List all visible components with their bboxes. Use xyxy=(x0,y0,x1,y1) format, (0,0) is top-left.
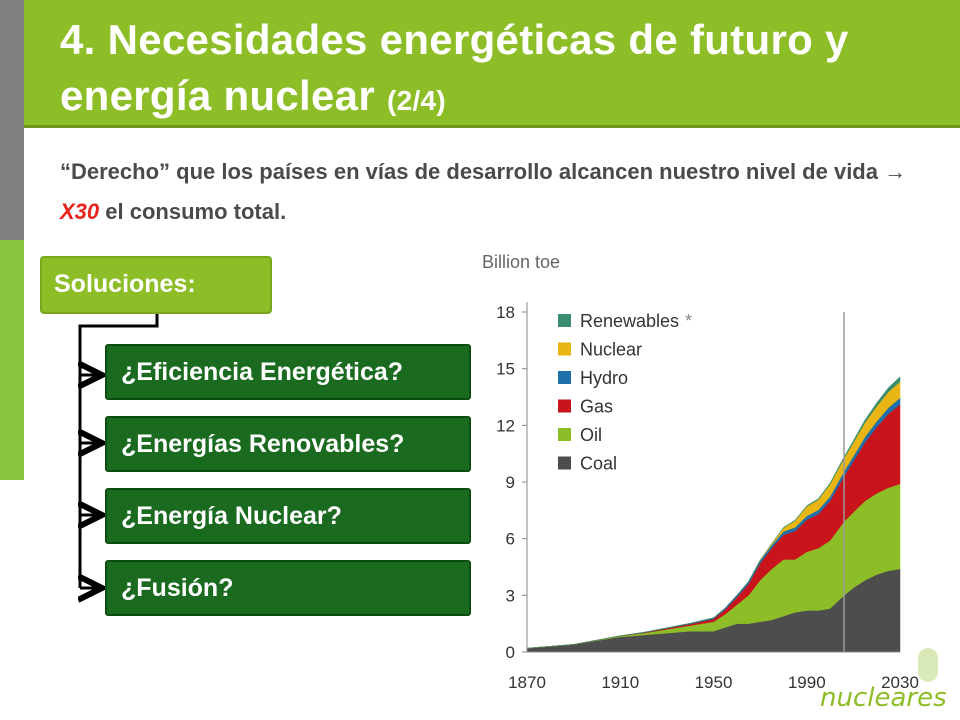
logo-mark xyxy=(918,648,938,682)
solution-nuclear: ¿Energía Nuclear? xyxy=(105,488,471,544)
y-tick-label: 12 xyxy=(496,416,515,435)
energy-demand-chart: Billion toe 0 3 6 9 12 15 18 1870 1910 1950 1990 203… xyxy=(482,252,919,692)
solutions-label-box: Soluciones: xyxy=(40,256,272,314)
legend-label-hydro: Hydro xyxy=(580,368,628,388)
solution-efficiency: ¿Eficiencia Energética? xyxy=(105,344,471,400)
legend-swatch-coal xyxy=(558,456,571,470)
legend-label-renewables: Renewables xyxy=(580,311,679,331)
subtitle-text: “Derecho” que los países en vías de desa… xyxy=(60,159,878,184)
y-tick-label: 18 xyxy=(496,303,515,322)
slide-title: 4. Necesidades energéticas de futuro y e… xyxy=(60,12,950,129)
logo: nucleares xyxy=(820,683,947,713)
area-renewables xyxy=(526,376,901,649)
legend-swatch-renewables xyxy=(558,314,571,327)
y-tick-label: 15 xyxy=(496,360,515,379)
legend-swatch-gas xyxy=(558,399,571,413)
subtitle-highlight: X30 xyxy=(60,199,100,224)
slide-subtitle: “Derecho” que los países en vías de desa… xyxy=(60,152,940,232)
subtitle-text-end: el consumo total. xyxy=(105,199,287,224)
x-tick-label: 1990 xyxy=(788,673,826,692)
sidebar-accent-gray xyxy=(0,0,24,240)
legend-label-coal: Coal xyxy=(580,454,617,474)
legend-footnote: * xyxy=(685,311,692,331)
solutions-label: Soluciones: xyxy=(54,270,196,298)
arrow-icon: → xyxy=(884,159,907,184)
sidebar-accent-green xyxy=(0,240,24,480)
x-tick-label: 1950 xyxy=(695,673,733,692)
legend-swatch-nuclear xyxy=(558,342,571,356)
title-banner: 4. Necesidades energéticas de futuro y e… xyxy=(24,0,960,128)
legend-swatch-hydro xyxy=(558,371,571,384)
x-tick-label: 2030 xyxy=(881,673,919,692)
title-page-indicator: (2/4) xyxy=(386,85,447,116)
legend-swatch-oil xyxy=(558,428,571,441)
y-tick-label: 3 xyxy=(506,586,515,605)
legend-label-nuclear: Nuclear xyxy=(580,340,642,360)
x-tick-label: 1870 xyxy=(508,673,546,692)
y-tick-label: 9 xyxy=(506,473,515,492)
legend-label-gas: Gas xyxy=(580,397,613,417)
y-tick-label: 0 xyxy=(506,643,515,662)
y-tick-label: 6 xyxy=(506,530,515,549)
title-main: 4. Necesidades energéticas de futuro y e… xyxy=(60,16,849,119)
chart-title: Billion toe xyxy=(482,252,560,272)
solution-renewables: ¿Energías Renovables? xyxy=(105,416,471,472)
x-tick-label: 1910 xyxy=(601,673,639,692)
solution-fusion: ¿Fusión? xyxy=(105,560,471,616)
legend-label-oil: Oil xyxy=(580,425,602,445)
